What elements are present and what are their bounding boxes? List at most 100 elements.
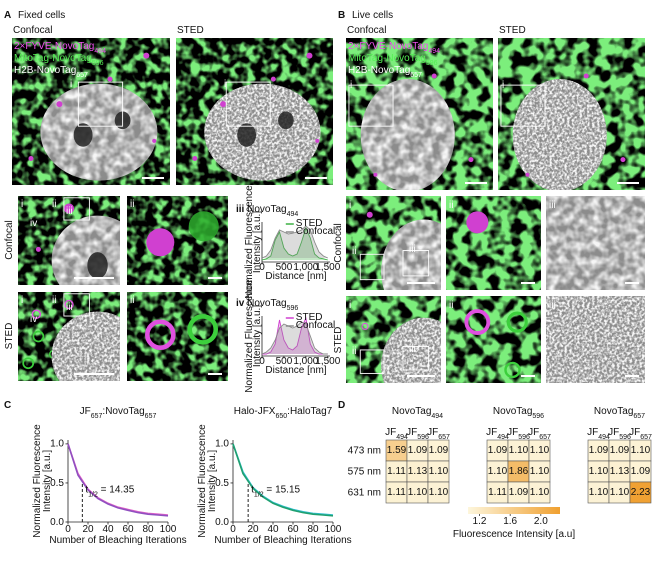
column-label: Confocal (347, 25, 386, 36)
channel-label: 2×FYVE-NovoTag494 (348, 41, 440, 55)
row-label: STED (333, 327, 344, 354)
x-tick-label: 40 (267, 524, 279, 535)
subscript: 494 (396, 434, 408, 441)
cell-label: 1.10 (530, 466, 550, 477)
column-label: JF657 (427, 427, 450, 441)
endosome (468, 157, 474, 163)
cell-label: 1.13 (408, 466, 428, 477)
channel-label: H2B-NovoTag657 (14, 65, 88, 79)
text-part: :NovoTag (102, 406, 144, 417)
y-axis-label: Intensity [a.u.] (42, 450, 53, 512)
text-part: 2×FYVE-NovoTag (14, 41, 94, 52)
subscript: 596 (417, 434, 429, 441)
image-label: iii (66, 206, 73, 217)
nucleus-texture (381, 317, 441, 383)
column-label: JF596 (507, 427, 530, 441)
subscript: 1/2 (254, 491, 264, 498)
image-label: iii (549, 200, 556, 211)
image-label: iv (30, 314, 37, 325)
row-label: Confocal (4, 220, 15, 259)
endosome (525, 172, 530, 177)
column-label: JF596 (406, 427, 429, 441)
endosome (64, 203, 74, 214)
legend-label: STED (296, 312, 323, 323)
roi-box (63, 293, 90, 317)
roi-box (348, 84, 394, 127)
subscript: 596 (92, 60, 104, 67)
subscript: 494 (94, 48, 106, 55)
image-label: ii (130, 295, 134, 306)
text-part: JF (427, 427, 438, 438)
text-part: JF (385, 427, 396, 438)
subscript: 596 (518, 434, 530, 441)
series-line (232, 443, 334, 517)
row-label: STED (4, 323, 15, 350)
colorbar-tick-label: 1.2 (473, 516, 487, 527)
mito-ring (504, 361, 521, 379)
image-label: ii (352, 346, 356, 357)
endosome (28, 156, 34, 162)
image-label: ii (449, 300, 453, 311)
cell-label: 1.09 (509, 487, 529, 498)
channel-label: 2×FYVE-NovoTag494 (14, 41, 106, 55)
legend-label: Confocal (296, 320, 335, 331)
micrograph (18, 292, 120, 381)
cell-label: 1.09 (429, 445, 449, 456)
endosome (431, 73, 437, 79)
endosome (107, 76, 113, 82)
chart-title: JF657:NovoTag657 (80, 406, 157, 420)
x-tick-label: 1,000 (293, 262, 318, 273)
x-tick-label: 0 (259, 356, 265, 367)
mito-ring (22, 357, 35, 370)
micrograph (127, 292, 228, 381)
x-tick-label: 100 (160, 524, 177, 535)
image-label: ii (52, 199, 56, 210)
endosome (315, 138, 320, 143)
nucleus-texture (512, 79, 607, 190)
subscript: 494 (598, 434, 610, 441)
endosome (31, 309, 42, 319)
cell-label: 2.23 (631, 487, 651, 498)
endosome (583, 73, 589, 79)
column-label: STED (499, 25, 526, 36)
chart-title: iv NovoTag596 (236, 298, 298, 312)
y-tick-label: 0.0 (215, 517, 229, 528)
x-tick-label: 60 (122, 524, 134, 535)
series-line (261, 225, 328, 259)
chart-title: NovoTag657 (594, 406, 645, 420)
subscript: 657 (633, 413, 645, 420)
subscript: 596 (532, 413, 544, 420)
nucleus-texture (51, 311, 120, 381)
micrograph (546, 296, 645, 383)
colorbar-label: Fluorescence Intensity [a.u] (453, 529, 576, 540)
panel-letter: A (4, 10, 11, 21)
mito-ring (187, 314, 219, 345)
roi-box (225, 81, 271, 127)
column-label: STED (177, 25, 204, 36)
endosome (143, 52, 150, 59)
image-label: i (21, 199, 23, 210)
text-part: MitoTag-NovoTag (348, 53, 426, 64)
text-part: t (85, 484, 88, 495)
text-part: iii (236, 204, 245, 215)
endosome (220, 101, 227, 108)
text-part: = (264, 484, 275, 495)
endosome (152, 138, 157, 143)
endosome (373, 172, 378, 177)
endosome (466, 211, 489, 234)
micrograph (498, 38, 645, 190)
cell-label: 1.09 (408, 445, 428, 456)
roi-box (402, 346, 430, 371)
mito-signal (446, 196, 541, 290)
image-label: iii (66, 302, 73, 313)
image-label: i (502, 80, 504, 91)
cell-label: 1.09 (488, 445, 508, 456)
annotation-value: 14.35 (109, 484, 134, 495)
roi-box (63, 197, 90, 221)
row-label: 473 nm (348, 446, 381, 457)
cell-label: 1.10 (429, 466, 449, 477)
subscript: 596 (287, 305, 299, 312)
image-label: ii (352, 246, 356, 257)
column-label: JF494 (486, 427, 509, 441)
subscript: 596 (426, 60, 438, 67)
